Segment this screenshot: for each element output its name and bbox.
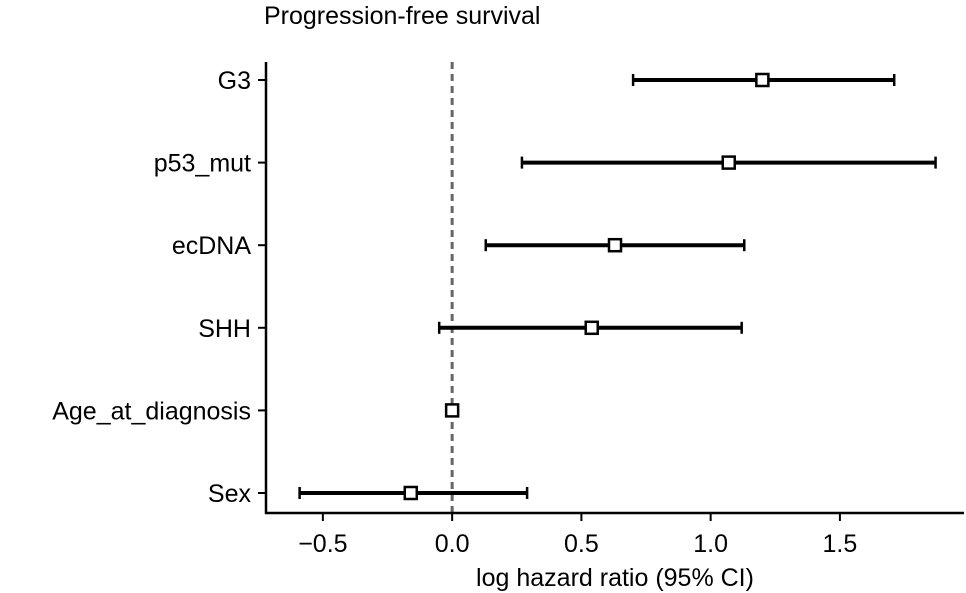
x-axis-label: log hazard ratio (95% CI) — [476, 564, 754, 592]
x-axis-ticks: −0.5 0.0 0.5 1.0 1.5 — [298, 513, 857, 558]
estimate-marker-G3 — [755, 72, 770, 88]
y-tick-label: ecDNA — [172, 232, 252, 260]
y-tick-label: SHH — [198, 315, 251, 343]
x-tick-label: 1.5 — [823, 530, 858, 558]
x-tick-label: 0.5 — [564, 530, 599, 558]
y-tick-label: G3 — [218, 67, 251, 95]
estimate-marker-p53_mut — [721, 155, 736, 170]
y-tick-label: Sex — [208, 480, 252, 508]
estimate-marker-ecDNA — [607, 237, 623, 253]
y-tick-label: Age_at_diagnosis — [52, 397, 251, 425]
y-axis-labels: G3 p53_mut ecDNA SHH Age_at_diagnosis Sex — [52, 67, 266, 508]
estimate-marker-Age_at_diagnosis — [444, 403, 460, 418]
x-tick-label: −0.5 — [298, 530, 347, 558]
estimate-marker-Sex — [403, 485, 419, 501]
x-tick-label: 1.0 — [693, 530, 728, 558]
chart-title: Progression-free survival — [264, 2, 541, 30]
estimate-marker-SHH — [584, 320, 599, 336]
y-tick-label: p53_mut — [154, 150, 251, 178]
x-tick-label: 0.0 — [435, 530, 470, 558]
plot-area — [298, 62, 937, 513]
